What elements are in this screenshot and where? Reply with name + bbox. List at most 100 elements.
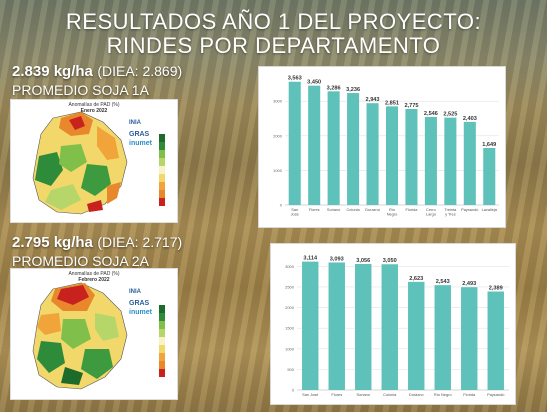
y-tick-label: 3000 [285, 264, 295, 269]
x-tick-label: Flores [309, 207, 320, 212]
bar [327, 91, 340, 205]
y-tick-label: 1500 [285, 326, 295, 331]
y-tick-label: 1000 [285, 346, 295, 351]
yield-block-2a: 2.795 kg/ha (DIEA: 2.717) PROMEDIO SOJA … [12, 234, 182, 269]
y-tick-label: 0 [280, 203, 283, 208]
gras-logo: GRAS [129, 300, 150, 307]
bar [424, 116, 437, 205]
x-tick-label: Soriano [357, 392, 370, 397]
map-title: Anomalías de PAD (%) [68, 271, 120, 277]
x-tick-label: Florida [463, 392, 476, 397]
x-tick-label: Colonia [383, 392, 397, 397]
data-label: 3,286 [327, 85, 341, 91]
data-label: 2,389 [489, 285, 503, 291]
y-tick-label: 500 [287, 367, 294, 372]
pad-anomaly-map-february: Anomalías de PAD (%) Febrero 2022 INIA G… [10, 268, 178, 400]
gras-logo: GRAS [129, 131, 150, 138]
bar [288, 81, 301, 205]
uruguay-map-shape [32, 282, 128, 390]
map-legend [159, 305, 165, 377]
x-tick-label: Colonia [346, 207, 360, 212]
y-tick-label: 2000 [285, 305, 295, 310]
yield-chart-soja-1a: 0 1000 2000 3000 3,563 San José 3,450 Flores 3,28… [258, 66, 506, 228]
bar [366, 103, 379, 205]
diea-value-1a: (DIEA: 2.869) [97, 63, 183, 79]
yield-value-2a: 2.795 kg/ha [12, 234, 93, 251]
x-tick-label: Paysandú [461, 207, 478, 212]
y-tick-label: 2500 [285, 284, 295, 289]
x-tick-label: Florida [406, 207, 419, 212]
data-label: 3,450 [307, 80, 321, 86]
map-title: Anomalías de PAD (%) [68, 102, 120, 108]
data-label: 2,525 [443, 112, 457, 118]
bar [405, 109, 418, 205]
bar [444, 117, 457, 205]
bar-chart-2a: 0 500 1000 1500 2000 2500 3000 3,114 San José 3,0… [285, 256, 509, 397]
bar [434, 285, 451, 390]
x-tick-label: Flores [331, 392, 342, 397]
data-label: 3,050 [383, 258, 397, 264]
bar [463, 121, 476, 205]
data-label: 1,649 [482, 142, 496, 148]
data-label: 2,623 [409, 276, 423, 282]
bar [308, 85, 321, 205]
x-tick-label: Paysandú [487, 392, 504, 397]
data-label: 2,543 [436, 279, 450, 285]
yield-value-1a: 2.839 kg/ha [12, 63, 93, 80]
data-label: 2,493 [462, 281, 476, 287]
x-tick-label: Lavalleja [482, 207, 498, 212]
diea-value-2a: (DIEA: 2.717) [97, 234, 183, 250]
bar [347, 93, 360, 205]
yield-label-1a: PROMEDIO SOJA 1A [12, 82, 149, 98]
bar [487, 291, 504, 390]
bar [483, 147, 496, 205]
bar [381, 264, 398, 390]
data-label: 3,056 [356, 258, 370, 264]
y-tick-label: 3000 [273, 99, 283, 104]
bar-chart-1a: 0 1000 2000 3000 3,563 San José 3,450 Flores 3,28… [273, 76, 499, 217]
bar [461, 287, 478, 390]
y-tick-label: 1000 [273, 168, 283, 173]
data-label: 2,943 [366, 97, 380, 103]
data-label: 3,563 [288, 76, 302, 82]
x-tick-label: San José [302, 392, 318, 397]
slide-title-line1: RESULTADOS AÑO 1 DEL PROYECTO: [65, 9, 482, 34]
bar [355, 263, 372, 390]
data-label: 3,236 [346, 87, 360, 93]
x-tick-label: Soriano [327, 207, 340, 212]
map-date: Febrero 2022 [78, 277, 110, 283]
bar [328, 262, 345, 390]
slide-title-line2: RINDES POR DEPARTAMENTO [106, 33, 441, 58]
pad-anomaly-map-january: Anomalías de PAD (%) Enero 2022 INIA [10, 99, 178, 223]
x-tick-label: Cerro Largo [426, 207, 436, 217]
inia-logo: INIA [129, 120, 142, 126]
x-tick-label: Río Negro [387, 207, 398, 217]
map-legend [159, 134, 165, 206]
data-label: 2,546 [424, 111, 438, 117]
map-graphic: INIA GRAS inumet [32, 111, 165, 215]
x-tick-label: Río Negro [434, 392, 452, 397]
yield-chart-soja-2a: 0 500 1000 1500 2000 2500 3000 3,114 San José 3,0… [270, 243, 516, 405]
y-tick-label: 2000 [273, 133, 283, 138]
map-date: Enero 2022 [80, 108, 108, 114]
bar [408, 281, 425, 390]
data-label: 2,403 [463, 116, 477, 122]
inia-logo: INIA [129, 289, 142, 295]
map-graphic: INIA GRAS inumet [32, 282, 165, 390]
bar [302, 261, 319, 390]
x-tick-label: Treinta y Tres [444, 207, 457, 217]
yield-label-2a: PROMEDIO SOJA 2A [12, 253, 149, 269]
x-tick-label: Durazno [365, 207, 380, 212]
inumet-logo: inumet [129, 140, 153, 147]
x-tick-label: San José [291, 207, 299, 217]
x-tick-label: Durazno [409, 392, 424, 397]
inumet-logo: inumet [129, 309, 153, 316]
data-label: 3,114 [303, 256, 318, 262]
yield-block-1a: 2.839 kg/ha (DIEA: 2.869) PROMEDIO SOJA … [12, 63, 182, 98]
bar [385, 106, 399, 205]
data-label: 2,775 [404, 103, 418, 109]
data-label: 3,093 [330, 256, 344, 262]
y-tick-label: 0 [292, 388, 295, 393]
uruguay-map-shape [32, 111, 128, 215]
data-label: 2,851 [385, 100, 399, 106]
